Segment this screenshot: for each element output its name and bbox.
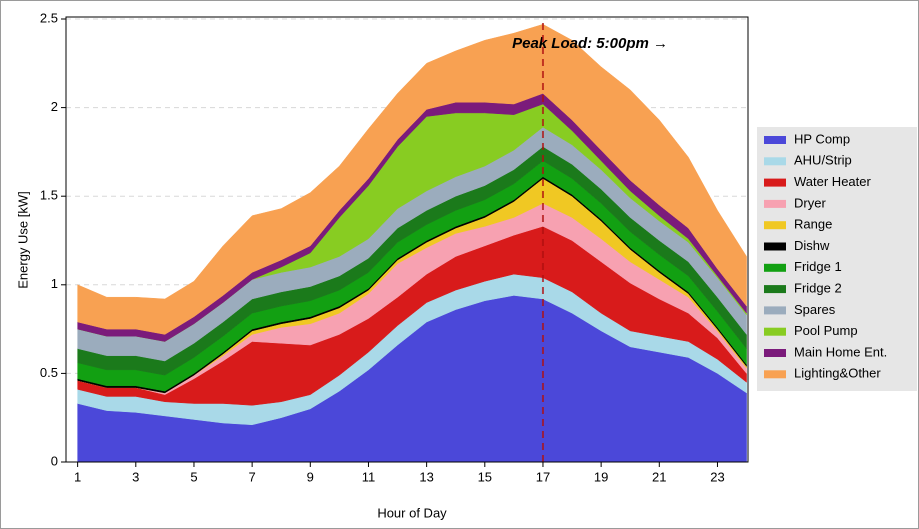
y-axis-label: Energy Use [kW] xyxy=(15,191,30,289)
x-tick-label: 5 xyxy=(190,469,197,484)
y-tick-label: 2.5 xyxy=(40,10,58,25)
x-axis-label: Hour of Day xyxy=(377,505,447,520)
y-tick-label: 1.5 xyxy=(40,188,58,203)
plot-area xyxy=(66,18,748,463)
legend-swatch xyxy=(764,306,786,315)
x-tick-label: 9 xyxy=(307,469,314,484)
legend-swatch xyxy=(764,263,786,272)
legend-label: AHU/Strip xyxy=(794,153,852,168)
plot-frame xyxy=(65,16,749,463)
x-tick-label: 23 xyxy=(710,469,724,484)
annotation: Peak Load: 5:00pm → xyxy=(512,35,668,52)
legend-label: Dishw xyxy=(794,238,830,253)
legend-swatch xyxy=(764,370,786,379)
legend-label: Water Heater xyxy=(794,174,871,189)
x-tick-label: 21 xyxy=(652,469,666,484)
x-tick-label: 11 xyxy=(362,469,376,484)
legend-swatch xyxy=(764,199,786,208)
legend-label: Spares xyxy=(794,302,836,317)
y-tick-label: 2 xyxy=(51,99,58,114)
legend-label: HP Comp xyxy=(794,131,850,146)
x-tick-label: 13 xyxy=(419,469,433,484)
x-tick-label: 19 xyxy=(594,469,608,484)
legend-swatch xyxy=(764,242,786,251)
legend-swatch xyxy=(764,157,786,166)
legend-swatch xyxy=(764,221,786,230)
legend-label: Pool Pump xyxy=(794,323,858,338)
x-tick-label: 3 xyxy=(132,469,139,484)
x-tick-label: 17 xyxy=(536,469,550,484)
legend-swatch xyxy=(764,178,786,187)
legend-label: Dryer xyxy=(794,195,826,210)
x-tick-label: 7 xyxy=(249,469,256,484)
legend-label: Lighting&Other xyxy=(794,366,881,381)
y-tick-label: 0.5 xyxy=(40,365,58,380)
legend-label: Fridge 2 xyxy=(794,281,842,296)
legend-label: Main Home Ent. xyxy=(794,344,887,359)
legend-box xyxy=(757,127,917,391)
x-tick-label: 15 xyxy=(478,469,492,484)
legend-label: Fridge 1 xyxy=(794,259,842,274)
legend-swatch xyxy=(764,285,786,294)
legend-label: Range xyxy=(794,217,832,232)
x-tick-label: 1 xyxy=(74,469,81,484)
area xyxy=(77,24,747,335)
legend-swatch xyxy=(764,349,786,357)
y-tick-label: 1 xyxy=(51,276,58,291)
legend-swatch xyxy=(764,327,786,336)
legend-swatch xyxy=(764,136,786,144)
y-tick-label: 0 xyxy=(51,453,58,468)
